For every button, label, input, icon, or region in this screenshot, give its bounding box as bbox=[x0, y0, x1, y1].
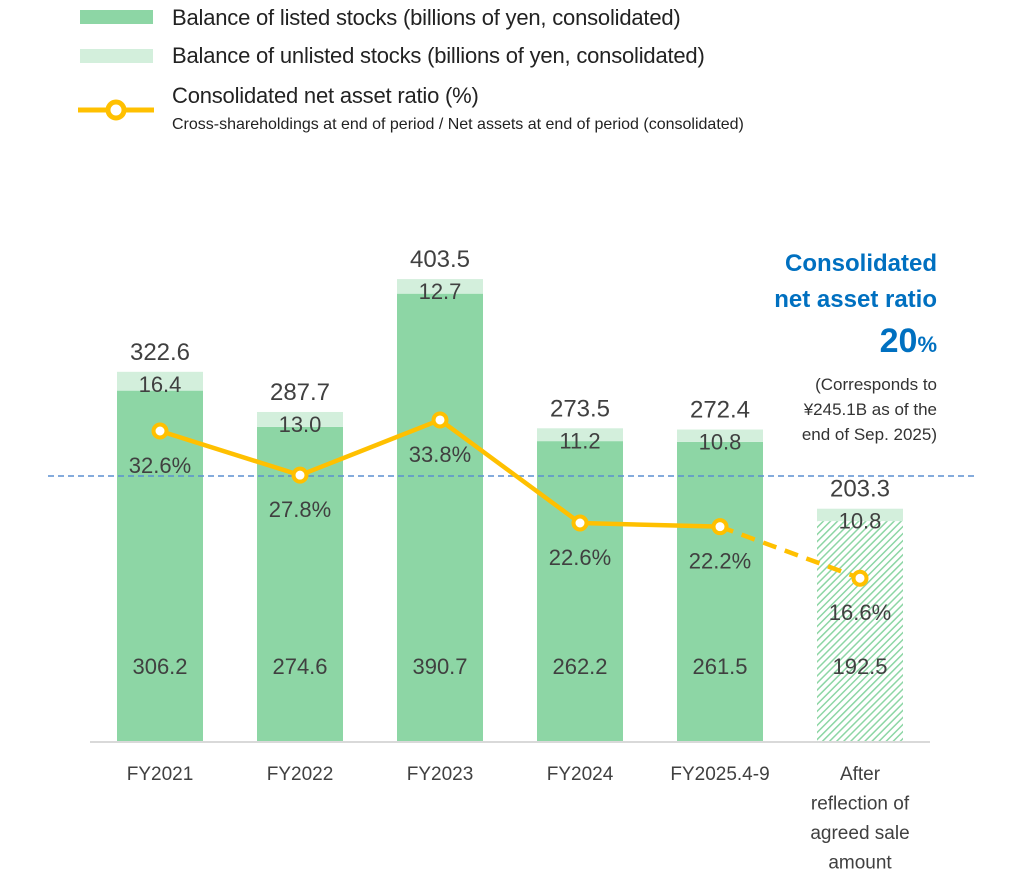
ratio-marker bbox=[431, 411, 449, 429]
category-label: reflection of bbox=[811, 794, 910, 815]
bar-listed bbox=[677, 441, 763, 742]
annotation-target: 20% bbox=[737, 322, 937, 361]
legend: Balance of listed stocks (billions of ye… bbox=[0, 0, 1020, 140]
bar-listed bbox=[397, 293, 483, 742]
listed-value-label: 390.7 bbox=[412, 654, 467, 679]
legend-sublabel-ratio: Cross-shareholdings at end of period / N… bbox=[172, 116, 744, 133]
ratio-marker bbox=[151, 422, 169, 440]
legend-label-listed: Balance of listed stocks (billions of ye… bbox=[172, 5, 681, 30]
unlisted-value-label: 16.4 bbox=[139, 372, 182, 397]
unlisted-value-label: 12.7 bbox=[419, 279, 462, 304]
unlisted-value-label: 10.8 bbox=[699, 430, 742, 455]
category-label: FY2024 bbox=[547, 764, 614, 785]
category-label: agreed sale bbox=[810, 823, 909, 844]
category-label: amount bbox=[828, 853, 892, 874]
bar-unlisted bbox=[117, 371, 203, 391]
ratio-value-label: 22.2% bbox=[689, 549, 751, 574]
annotation-note: (Corresponds to ¥245.1B as of the end of… bbox=[717, 372, 937, 447]
legend-label-unlisted: Balance of unlisted stocks (billions of … bbox=[172, 43, 705, 68]
total-label: 287.7 bbox=[270, 379, 330, 406]
ratio-line-segment bbox=[159, 428, 301, 478]
total-label: 322.6 bbox=[130, 339, 190, 366]
annotation-note-line3: end of Sep. 2025) bbox=[801, 425, 937, 444]
bar-unlisted bbox=[397, 279, 483, 294]
listed-value-label: 261.5 bbox=[692, 654, 747, 679]
ratio-marker bbox=[711, 518, 729, 536]
listed-value-label: 192.5 bbox=[832, 654, 887, 679]
listed-value-label: 306.2 bbox=[132, 654, 187, 679]
ratio-line-segment bbox=[299, 417, 441, 478]
category-label: After bbox=[840, 764, 881, 785]
total-label: 203.3 bbox=[830, 476, 890, 503]
legend-swatch-listed bbox=[80, 10, 153, 24]
ratio-line-segment bbox=[579, 520, 721, 529]
annotation-note-line1: (Corresponds to bbox=[815, 375, 937, 394]
ratio-value-label: 33.8% bbox=[409, 442, 471, 467]
category-label: FY2022 bbox=[267, 764, 334, 785]
category-label: FY2021 bbox=[127, 764, 194, 785]
bar-listed bbox=[537, 441, 623, 742]
legend-label-ratio: Consolidated net asset ratio (%) bbox=[172, 83, 479, 108]
ratio-value-label: 16.6% bbox=[829, 600, 891, 625]
annotation-title-line2: net asset ratio bbox=[774, 286, 937, 313]
total-label: 273.5 bbox=[550, 395, 610, 422]
annotation-title-line1: Consolidated bbox=[784, 250, 937, 277]
total-label: 272.4 bbox=[690, 397, 750, 424]
ratio-marker bbox=[571, 514, 589, 532]
listed-value-label: 274.6 bbox=[272, 654, 327, 679]
annotation-target-value: 20 bbox=[879, 322, 918, 360]
bar-unlisted bbox=[257, 411, 343, 427]
ratio-line-segment bbox=[719, 524, 861, 581]
unlisted-value-label: 11.2 bbox=[559, 428, 600, 453]
total-label: 403.5 bbox=[410, 246, 470, 273]
bar-listed bbox=[117, 390, 203, 742]
bar-unlisted bbox=[817, 508, 903, 522]
ratio-value-label: 27.8% bbox=[269, 497, 331, 522]
ratio-marker bbox=[291, 466, 309, 484]
category-label: FY2023 bbox=[407, 764, 474, 785]
annotation-target-unit: % bbox=[917, 332, 937, 357]
bar-unlisted bbox=[537, 428, 623, 442]
bar-listed bbox=[817, 521, 903, 742]
ratio-value-label: 22.6% bbox=[549, 545, 611, 570]
legend-swatch-unlisted bbox=[80, 49, 153, 63]
legend-line-marker-icon bbox=[78, 99, 154, 121]
ratio-line-segment bbox=[438, 418, 582, 525]
ratio-value-label: 32.6% bbox=[129, 453, 191, 478]
bar-unlisted bbox=[677, 429, 763, 442]
annotation-title: Consolidated net asset ratio bbox=[637, 246, 937, 318]
annotation-note-line2: ¥245.1B as of the bbox=[803, 400, 937, 419]
unlisted-value-label: 13.0 bbox=[279, 412, 322, 437]
category-label: FY2025.4-9 bbox=[670, 764, 769, 785]
ratio-marker bbox=[851, 569, 869, 587]
unlisted-value-label: 10.8 bbox=[839, 509, 882, 534]
listed-value-label: 262.2 bbox=[552, 654, 607, 679]
